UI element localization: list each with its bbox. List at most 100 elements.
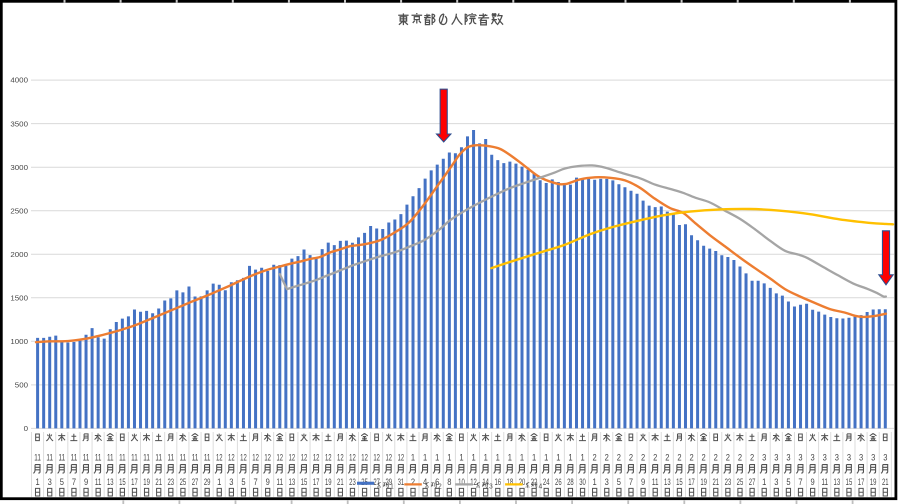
svg-text:19: 19 bbox=[325, 477, 332, 487]
svg-text:12: 12 bbox=[325, 452, 332, 462]
svg-text:2: 2 bbox=[750, 452, 754, 462]
svg-text:12: 12 bbox=[349, 452, 356, 462]
svg-text:1: 1 bbox=[532, 452, 536, 462]
svg-text:2: 2 bbox=[665, 452, 669, 462]
svg-text:12: 12 bbox=[385, 452, 392, 462]
svg-text:30: 30 bbox=[579, 477, 586, 487]
svg-text:4: 4 bbox=[539, 481, 543, 490]
svg-text:2: 2 bbox=[438, 481, 442, 490]
svg-text:2500: 2500 bbox=[10, 206, 28, 215]
svg-text:9: 9 bbox=[641, 477, 645, 487]
svg-text:2: 2 bbox=[714, 452, 718, 462]
svg-text:9: 9 bbox=[266, 477, 270, 487]
svg-text:2: 2 bbox=[411, 477, 415, 487]
svg-text:3: 3 bbox=[786, 452, 790, 462]
svg-text:2: 2 bbox=[726, 452, 730, 462]
svg-text:3: 3 bbox=[871, 452, 875, 462]
svg-text:17: 17 bbox=[313, 477, 320, 487]
svg-text:25: 25 bbox=[737, 477, 744, 487]
svg-text:11: 11 bbox=[59, 452, 66, 462]
svg-text:4: 4 bbox=[423, 477, 427, 487]
svg-text:12: 12 bbox=[301, 452, 308, 462]
svg-text:12: 12 bbox=[470, 477, 477, 487]
svg-text:17: 17 bbox=[131, 477, 138, 487]
svg-text:27: 27 bbox=[373, 477, 380, 487]
svg-text:2: 2 bbox=[605, 452, 609, 462]
svg-text:12: 12 bbox=[216, 452, 223, 462]
svg-text:3: 3 bbox=[605, 477, 609, 487]
svg-text:1: 1 bbox=[762, 477, 766, 487]
svg-text:2: 2 bbox=[653, 452, 657, 462]
svg-text:1: 1 bbox=[471, 452, 475, 462]
svg-text:16: 16 bbox=[494, 477, 501, 487]
svg-text:2: 2 bbox=[641, 452, 645, 462]
svg-text:1: 1 bbox=[447, 452, 451, 462]
svg-text:3: 3 bbox=[489, 481, 493, 490]
svg-text:2: 2 bbox=[738, 452, 742, 462]
svg-text:15: 15 bbox=[301, 477, 308, 487]
svg-text:11: 11 bbox=[204, 452, 211, 462]
svg-text:2: 2 bbox=[689, 452, 693, 462]
svg-text:3: 3 bbox=[835, 452, 839, 462]
svg-text:2: 2 bbox=[629, 452, 633, 462]
svg-text:13: 13 bbox=[289, 477, 296, 487]
svg-text:2: 2 bbox=[677, 452, 681, 462]
svg-text:12: 12 bbox=[289, 452, 296, 462]
svg-text:3: 3 bbox=[859, 452, 863, 462]
svg-text:8: 8 bbox=[447, 477, 451, 487]
svg-text:21: 21 bbox=[712, 477, 719, 487]
svg-text:12: 12 bbox=[240, 452, 247, 462]
svg-text:12: 12 bbox=[337, 452, 344, 462]
svg-text:1: 1 bbox=[520, 452, 524, 462]
svg-text:5: 5 bbox=[617, 477, 621, 487]
svg-text:2: 2 bbox=[617, 452, 621, 462]
svg-text:3: 3 bbox=[774, 477, 778, 487]
svg-text:4000: 4000 bbox=[10, 76, 28, 85]
svg-text:22: 22 bbox=[531, 477, 538, 487]
svg-text:11: 11 bbox=[180, 452, 187, 462]
svg-text:11: 11 bbox=[71, 452, 78, 462]
svg-text:10: 10 bbox=[458, 477, 465, 487]
svg-text:11: 11 bbox=[119, 452, 126, 462]
svg-text:11: 11 bbox=[95, 452, 102, 462]
svg-text:19: 19 bbox=[700, 477, 707, 487]
svg-text:12: 12 bbox=[252, 452, 259, 462]
svg-text:19: 19 bbox=[870, 477, 877, 487]
svg-text:15: 15 bbox=[676, 477, 683, 487]
svg-text:27: 27 bbox=[192, 477, 199, 487]
svg-text:1: 1 bbox=[435, 452, 439, 462]
svg-text:2: 2 bbox=[593, 452, 597, 462]
svg-text:23: 23 bbox=[725, 477, 732, 487]
svg-text:1500: 1500 bbox=[10, 293, 28, 302]
svg-text:12: 12 bbox=[373, 452, 380, 462]
svg-text:31: 31 bbox=[398, 477, 405, 487]
svg-text:1: 1 bbox=[217, 477, 221, 487]
svg-text:9: 9 bbox=[811, 477, 815, 487]
svg-text:1: 1 bbox=[508, 452, 512, 462]
svg-text:3: 3 bbox=[774, 452, 778, 462]
svg-text:11: 11 bbox=[652, 477, 659, 487]
svg-text:29: 29 bbox=[204, 477, 211, 487]
svg-text:1: 1 bbox=[580, 452, 584, 462]
svg-text:3500: 3500 bbox=[10, 119, 28, 128]
svg-text:12: 12 bbox=[361, 452, 368, 462]
svg-text:12: 12 bbox=[264, 452, 271, 462]
svg-text:17: 17 bbox=[688, 477, 695, 487]
svg-text:3: 3 bbox=[48, 477, 52, 487]
svg-text:3: 3 bbox=[847, 452, 851, 462]
svg-text:2000: 2000 bbox=[10, 250, 28, 259]
svg-text:21: 21 bbox=[155, 477, 162, 487]
svg-text:1: 1 bbox=[593, 477, 597, 487]
svg-text:3000: 3000 bbox=[10, 163, 28, 172]
svg-text:13: 13 bbox=[834, 477, 841, 487]
svg-text:7: 7 bbox=[798, 477, 802, 487]
svg-text:13: 13 bbox=[107, 477, 114, 487]
svg-text:28: 28 bbox=[567, 477, 574, 487]
svg-text:11: 11 bbox=[821, 477, 828, 487]
svg-text:1: 1 bbox=[496, 452, 500, 462]
svg-text:27: 27 bbox=[749, 477, 756, 487]
svg-text:7: 7 bbox=[253, 477, 257, 487]
svg-text:13: 13 bbox=[664, 477, 671, 487]
svg-text:14: 14 bbox=[482, 477, 489, 487]
svg-text:1: 1 bbox=[544, 452, 548, 462]
